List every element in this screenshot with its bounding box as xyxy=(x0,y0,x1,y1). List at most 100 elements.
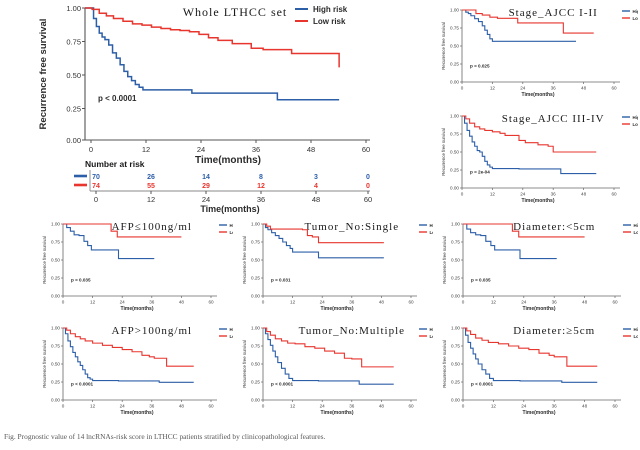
y-tick-label: 1.00 xyxy=(66,4,81,13)
y-tick-label: 0.75 xyxy=(251,240,260,245)
risk-counts-low-risk: 74 55 29 12 4 0 xyxy=(92,183,370,190)
risk-count-cell: 8 xyxy=(259,174,263,181)
x-tick-label: 60 xyxy=(208,300,214,305)
x-ticks: 0 12 24 36 48 60 xyxy=(262,400,414,409)
y-ticks: 1.00 0.75 0.50 0.25 0.00 xyxy=(51,326,63,403)
y-axis-title: Recurrence free survival xyxy=(441,128,446,176)
plot-diameter-large: 1.00 0.75 0.50 0.25 0.00 Recurrence free surv… xyxy=(442,325,638,416)
x-tick-label: 12 xyxy=(90,404,96,409)
y-axis-title: Recurrence free survival xyxy=(242,340,247,388)
axes xyxy=(62,328,217,401)
y-axis-title: Recurrence free survival xyxy=(42,340,47,388)
x-tick-label: 48 xyxy=(581,192,587,197)
x-axis-title: Time(months) xyxy=(121,306,154,312)
plot-title: AFP≤100ng/ml xyxy=(112,221,192,233)
y-tick-label: 0.25 xyxy=(51,276,60,281)
x-ticks-whole-set: 0 12 24 36 48 60 xyxy=(89,140,370,154)
plot-whole-set: 1.00 0.75 0.50 0.25 0.00 Recurrence free… xyxy=(38,4,370,166)
axes xyxy=(462,224,621,297)
x-tick-label: 12 xyxy=(142,145,150,154)
survival-curve-low-risk xyxy=(462,9,594,34)
y-ticks: 1.00 0.75 0.50 0.25 0.00 xyxy=(451,222,463,299)
risk-count-cell: 3 xyxy=(314,174,318,181)
legend-label-low-risk: Low risk xyxy=(633,122,639,127)
legend-label-high-risk: High risk xyxy=(313,5,348,14)
y-tick-label: 0.75 xyxy=(450,132,459,137)
plot-afp-low: 1.00 0.75 0.50 0.25 0.00 Recurrence free surv… xyxy=(42,221,233,312)
x-tick-label: 0 xyxy=(461,192,464,197)
axes-whole-set xyxy=(84,8,370,141)
x-tick-label: 24 xyxy=(120,404,126,409)
y-ticks-whole-set: 1.00 0.75 0.50 0.25 0.00 xyxy=(66,4,85,145)
x-tick-label: 24 xyxy=(197,145,205,154)
plot-tumor-multiple: 1.00 0.75 0.50 0.25 0.00 Recurrence free surv… xyxy=(242,325,433,416)
survival-curve-low-risk xyxy=(463,327,598,367)
legend-label-low-risk: Low risk xyxy=(313,17,346,26)
plot-afp-high: 1.00 0.75 0.50 0.25 0.00 Recurrence free surv… xyxy=(42,325,233,416)
y-tick-label: 0.50 xyxy=(451,362,460,367)
x-tick-label: 60 xyxy=(612,300,618,305)
x-ticks: 0 12 24 36 48 60 xyxy=(262,296,414,305)
panel-afp-low: 1.00 0.75 0.50 0.25 0.00 Recurrence free surv… xyxy=(33,216,233,320)
y-tick-label: 0.25 xyxy=(450,62,459,67)
plot-stage-ajcc-1-2: 1.00 0.75 0.50 0.25 0.00 Recurrence free surv… xyxy=(441,7,638,98)
y-tick-label: 0.50 xyxy=(450,44,459,49)
x-tick-label: 48 xyxy=(307,145,315,154)
x-tick-label: 24 xyxy=(521,300,527,305)
axes xyxy=(461,10,620,83)
y-tick-label: 0.00 xyxy=(451,398,460,403)
legend-label-low-risk: Low risk xyxy=(634,230,639,235)
x-tick-label: 12 xyxy=(290,300,296,305)
panel-diameter-small: 1.00 0.75 0.50 0.25 0.00 Recurrence free surv… xyxy=(433,216,638,320)
legend: High risk Low risk xyxy=(219,327,233,339)
y-tick-label: 1.00 xyxy=(450,114,459,119)
legend: High risk Low risk xyxy=(419,327,433,339)
y-axis-title: Recurrence free survival xyxy=(242,236,247,284)
x-tick-label: 24 xyxy=(520,192,526,197)
legend-label-low-risk: Low risk xyxy=(230,230,234,235)
y-tick-label: 1.00 xyxy=(251,222,260,227)
panel-diameter-large: 1.00 0.75 0.50 0.25 0.00 Recurrence free surv… xyxy=(433,320,638,428)
survival-curve-low-risk xyxy=(462,115,597,153)
y-tick-label: 0.75 xyxy=(251,344,260,349)
y-ticks: 1.00 0.75 0.50 0.25 0.00 xyxy=(251,222,263,299)
y-tick-label: 0.75 xyxy=(451,344,460,349)
risk-count-cell: 26 xyxy=(147,174,155,181)
x-tick-label: 60 xyxy=(408,300,414,305)
x-ticks: 0 12 24 36 48 60 xyxy=(62,296,214,305)
x-tick-label: 36 xyxy=(551,192,557,197)
y-tick-label: 0.25 xyxy=(251,380,260,385)
y-tick-label: 0.75 xyxy=(450,26,459,31)
y-tick-label: 1.00 xyxy=(51,326,60,331)
plot-stage-ajcc-3-4: 1.00 0.75 0.50 0.25 0.00 Recurrence free surv… xyxy=(441,113,638,204)
legend-label-high-risk: High risk xyxy=(230,223,234,228)
legend: High risk Low risk xyxy=(219,223,233,235)
plot-diameter-small: 1.00 0.75 0.50 0.25 0.00 Recurrence free surv… xyxy=(442,221,639,312)
x-tick-label: 36 xyxy=(149,404,155,409)
x-tick-label: 60 xyxy=(362,145,370,154)
plot-title: Stage_AJCC I-II xyxy=(509,7,598,19)
x-tick-label: 60 xyxy=(612,404,618,409)
axes xyxy=(262,224,417,297)
survival-curve-high-risk xyxy=(462,9,576,42)
y-ticks: 1.00 0.75 0.50 0.25 0.00 xyxy=(51,222,63,299)
risk-table-x-ticks: 0 12 24 36 48 60 xyxy=(94,191,372,204)
x-ticks: 0 12 24 36 48 60 xyxy=(461,188,617,197)
legend-whole-set: High risk Low risk xyxy=(295,5,348,26)
y-tick-label: 0.75 xyxy=(451,240,460,245)
plot-title: Tumor_No:Single xyxy=(304,221,399,233)
y-tick-label: 0.00 xyxy=(450,80,459,85)
risk-table-x-title: Time(months) xyxy=(200,204,259,214)
x-tick-label: 24 xyxy=(520,86,526,91)
survival-curve-high-risk xyxy=(463,223,557,260)
panel-stage-ajcc-3-4: 1.00 0.75 0.50 0.25 0.00 Recurrence free surv… xyxy=(432,108,638,212)
legend: High risk Low risk xyxy=(623,327,638,339)
x-tick-label: 12 xyxy=(490,192,496,197)
y-tick-label: 0.25 xyxy=(450,168,459,173)
x-tick-label: 60 xyxy=(364,195,372,204)
x-tick-label: 12 xyxy=(90,300,96,305)
legend: High risk Low risk xyxy=(622,115,638,127)
y-ticks: 1.00 0.75 0.50 0.25 0.00 xyxy=(451,326,463,403)
x-tick-label: 24 xyxy=(521,404,527,409)
plot-tumor-single: 1.00 0.75 0.50 0.25 0.00 Recurrence free surv… xyxy=(242,221,433,312)
